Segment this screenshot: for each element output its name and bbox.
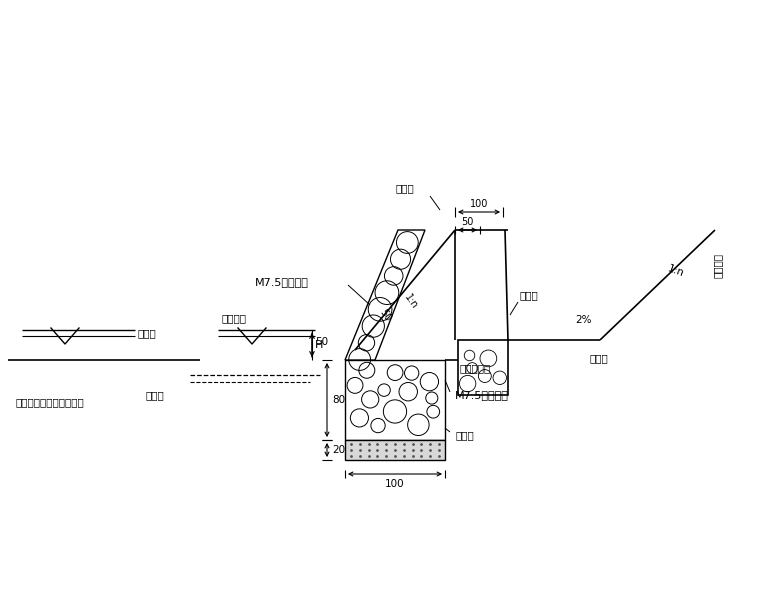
Text: 50: 50	[378, 307, 393, 323]
Text: H: H	[315, 340, 323, 350]
Polygon shape	[345, 230, 425, 360]
Text: 鱼塘、水沟、积水处硬底: 鱼塘、水沟、积水处硬底	[15, 397, 84, 407]
Text: 2%: 2%	[575, 315, 591, 325]
Text: 100: 100	[385, 479, 405, 489]
Text: 常水位: 常水位	[138, 328, 157, 338]
Polygon shape	[345, 440, 445, 460]
Text: 反滤土工布: 反滤土工布	[460, 363, 491, 373]
Text: 砂垫层: 砂垫层	[455, 430, 473, 440]
Text: 50: 50	[461, 217, 473, 227]
Text: 路基填土: 路基填土	[713, 253, 723, 278]
Text: 50: 50	[315, 337, 328, 347]
Text: 隔离墙: 隔离墙	[395, 183, 413, 193]
Text: M7.5浆砌片石: M7.5浆砌片石	[455, 390, 509, 400]
Text: 1:n: 1:n	[402, 292, 419, 311]
Text: 1:n: 1:n	[667, 263, 686, 278]
Text: 冲刷线: 冲刷线	[145, 390, 163, 400]
Text: M7.5浆砌片石: M7.5浆砌片石	[255, 277, 309, 287]
Text: 100: 100	[470, 199, 488, 209]
Text: 排水沟: 排水沟	[520, 290, 539, 300]
Text: 护坡道: 护坡道	[590, 353, 609, 363]
Text: 20: 20	[332, 445, 345, 455]
Polygon shape	[458, 340, 508, 395]
Text: 80: 80	[332, 395, 345, 405]
Polygon shape	[345, 360, 445, 440]
Text: 设计水位: 设计水位	[222, 313, 247, 323]
